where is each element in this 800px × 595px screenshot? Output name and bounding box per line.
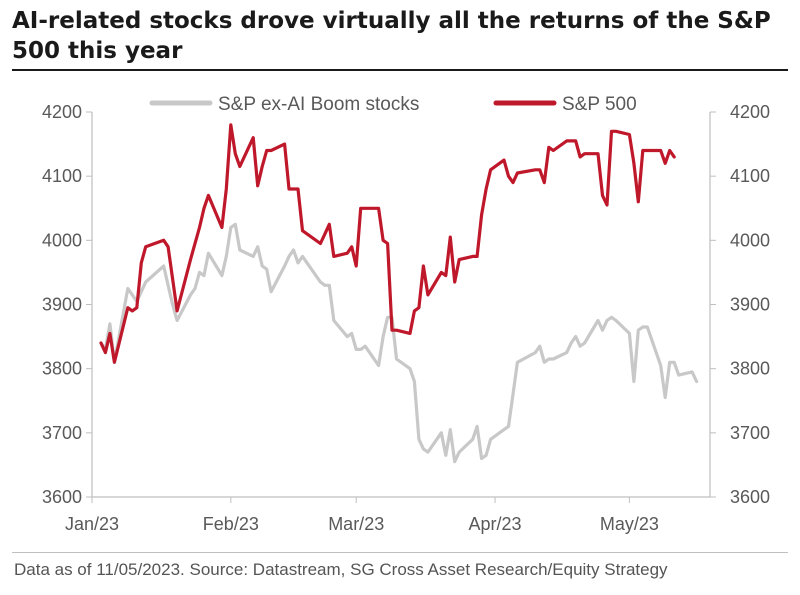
x-tick-label: May/23 (600, 514, 659, 534)
y-tick-label-right: 4200 (730, 102, 770, 122)
source-note: Data as of 11/05/2023. Source: Datastrea… (14, 560, 668, 579)
x-tick-label: Jan/23 (65, 514, 119, 534)
legend-label-ex-ai: S&P ex-AI Boom stocks (218, 94, 419, 115)
y-tick-label-left: 4200 (42, 102, 82, 122)
y-tick-label-left: 3700 (42, 423, 82, 443)
y-tick-label-left: 3900 (42, 295, 82, 315)
y-tick-label-left: 4000 (42, 230, 82, 250)
y-tick-label-right: 3600 (730, 487, 770, 507)
chart-title: AI-related stocks drove virtually all th… (12, 8, 771, 64)
y-tick-label-right: 3900 (730, 295, 770, 315)
series-line-sp500 (99, 123, 676, 364)
chart-series (99, 123, 699, 464)
chart-legend: S&P ex-AI Boom stocks S&P 500 (149, 94, 637, 115)
series-line-ex-ai (99, 222, 699, 464)
x-tick-label: Feb/23 (203, 514, 259, 534)
title-divider (12, 69, 788, 71)
y-tick-label-right: 4100 (730, 166, 770, 186)
x-tick-label: Mar/23 (328, 514, 384, 534)
y-tick-label-right: 3800 (730, 359, 770, 379)
y-tick-label-right: 3700 (730, 423, 770, 443)
y-tick-label-left: 4100 (42, 166, 82, 186)
legend-label-sp500: S&P 500 (562, 94, 637, 115)
x-tick-label: Apr/23 (469, 514, 522, 534)
chart-axes: 4200 4100 4000 3900 3800 3700 3600 4200 4100 4000… (42, 102, 770, 534)
y-tick-label-left: 3600 (42, 487, 82, 507)
source-divider (12, 552, 788, 553)
y-tick-label-left: 3800 (42, 359, 82, 379)
y-tick-label-right: 4000 (730, 230, 770, 250)
